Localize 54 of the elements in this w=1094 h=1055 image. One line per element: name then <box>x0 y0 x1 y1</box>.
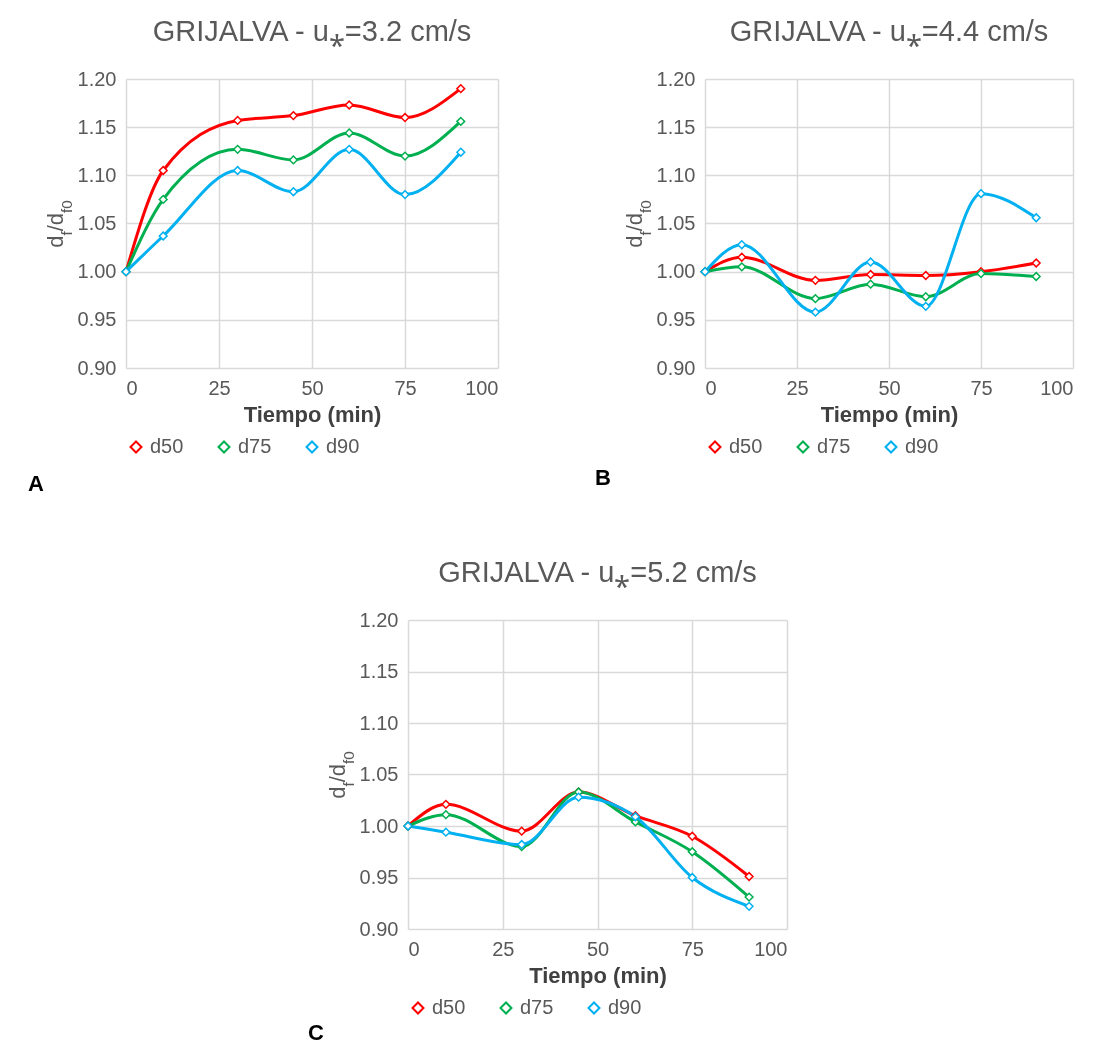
x-tick-label: 100 <box>754 937 788 960</box>
legend-label: d90 <box>608 996 642 1018</box>
y-tick-label: 0.90 <box>77 356 117 379</box>
legend-label: d75 <box>238 435 272 457</box>
legend-label: d90 <box>905 435 939 457</box>
y-tick-label: 1.10 <box>77 163 117 186</box>
y-tick-label: 0.95 <box>359 866 399 888</box>
y-tick-label: 1.10 <box>359 711 399 734</box>
chart-title: GRIJALVA - u⁎=4.4 cm/s <box>729 15 1049 48</box>
x-tick-label: 100 <box>465 376 499 399</box>
y-tick-label: 1.15 <box>77 115 117 138</box>
x-tick-label: 25 <box>208 376 231 399</box>
legend-label: d50 <box>432 996 466 1018</box>
x-axis-title: Tiempo (min) <box>820 401 959 427</box>
x-tick-label: 50 <box>878 376 901 399</box>
x-axis-title: Tiempo (min) <box>529 962 667 988</box>
y-tick-label: 1.20 <box>656 67 696 90</box>
x-tick-label: 100 <box>1040 376 1074 399</box>
y-tick-label: 1.00 <box>656 260 696 283</box>
chart-title: GRIJALVA - u⁎=3.2 cm/s <box>152 15 472 48</box>
y-tick-label: 1.05 <box>77 212 117 234</box>
x-axis-title: Tiempo (min) <box>243 401 382 427</box>
legend-label: d75 <box>817 435 851 457</box>
x-tick-label: 50 <box>301 376 324 399</box>
y-tick-label: 0.95 <box>656 308 696 331</box>
x-tick-label: 25 <box>786 376 809 399</box>
legend-label: d50 <box>729 435 763 457</box>
x-tick-label: 75 <box>681 937 704 960</box>
y-tick-label: 1.05 <box>656 212 696 234</box>
y-tick-label: 0.95 <box>77 308 117 331</box>
y-tick-label: 1.15 <box>656 115 696 138</box>
chart-title: GRIJALVA - u⁎=5.2 cm/s <box>438 556 757 589</box>
y-tick-label: 1.10 <box>656 163 696 186</box>
text: A <box>28 471 44 497</box>
x-tick-label: 25 <box>492 937 515 960</box>
legend-label: d90 <box>326 435 360 457</box>
x-tick-label: 50 <box>586 937 610 960</box>
x-tick-label: 75 <box>970 376 993 399</box>
x-tick-label: 0 <box>705 376 717 399</box>
text: C <box>308 1020 324 1046</box>
y-tick-label: 0.90 <box>656 356 696 379</box>
text: B <box>595 465 611 491</box>
y-tick-label: 1.05 <box>359 763 399 785</box>
y-tick-label: 1.20 <box>77 67 117 90</box>
y-tick-label: 1.00 <box>359 814 399 837</box>
y-tick-label: 1.00 <box>77 260 117 283</box>
x-tick-label: 75 <box>394 376 417 399</box>
y-tick-label: 1.20 <box>359 608 399 631</box>
y-tick-label: 1.15 <box>359 660 399 682</box>
y-tick-label: 0.90 <box>359 917 399 940</box>
x-tick-label: 0 <box>126 376 138 399</box>
legend-label: d50 <box>150 435 184 457</box>
x-tick-label: 0 <box>408 937 420 960</box>
legend-label: d75 <box>520 996 554 1018</box>
